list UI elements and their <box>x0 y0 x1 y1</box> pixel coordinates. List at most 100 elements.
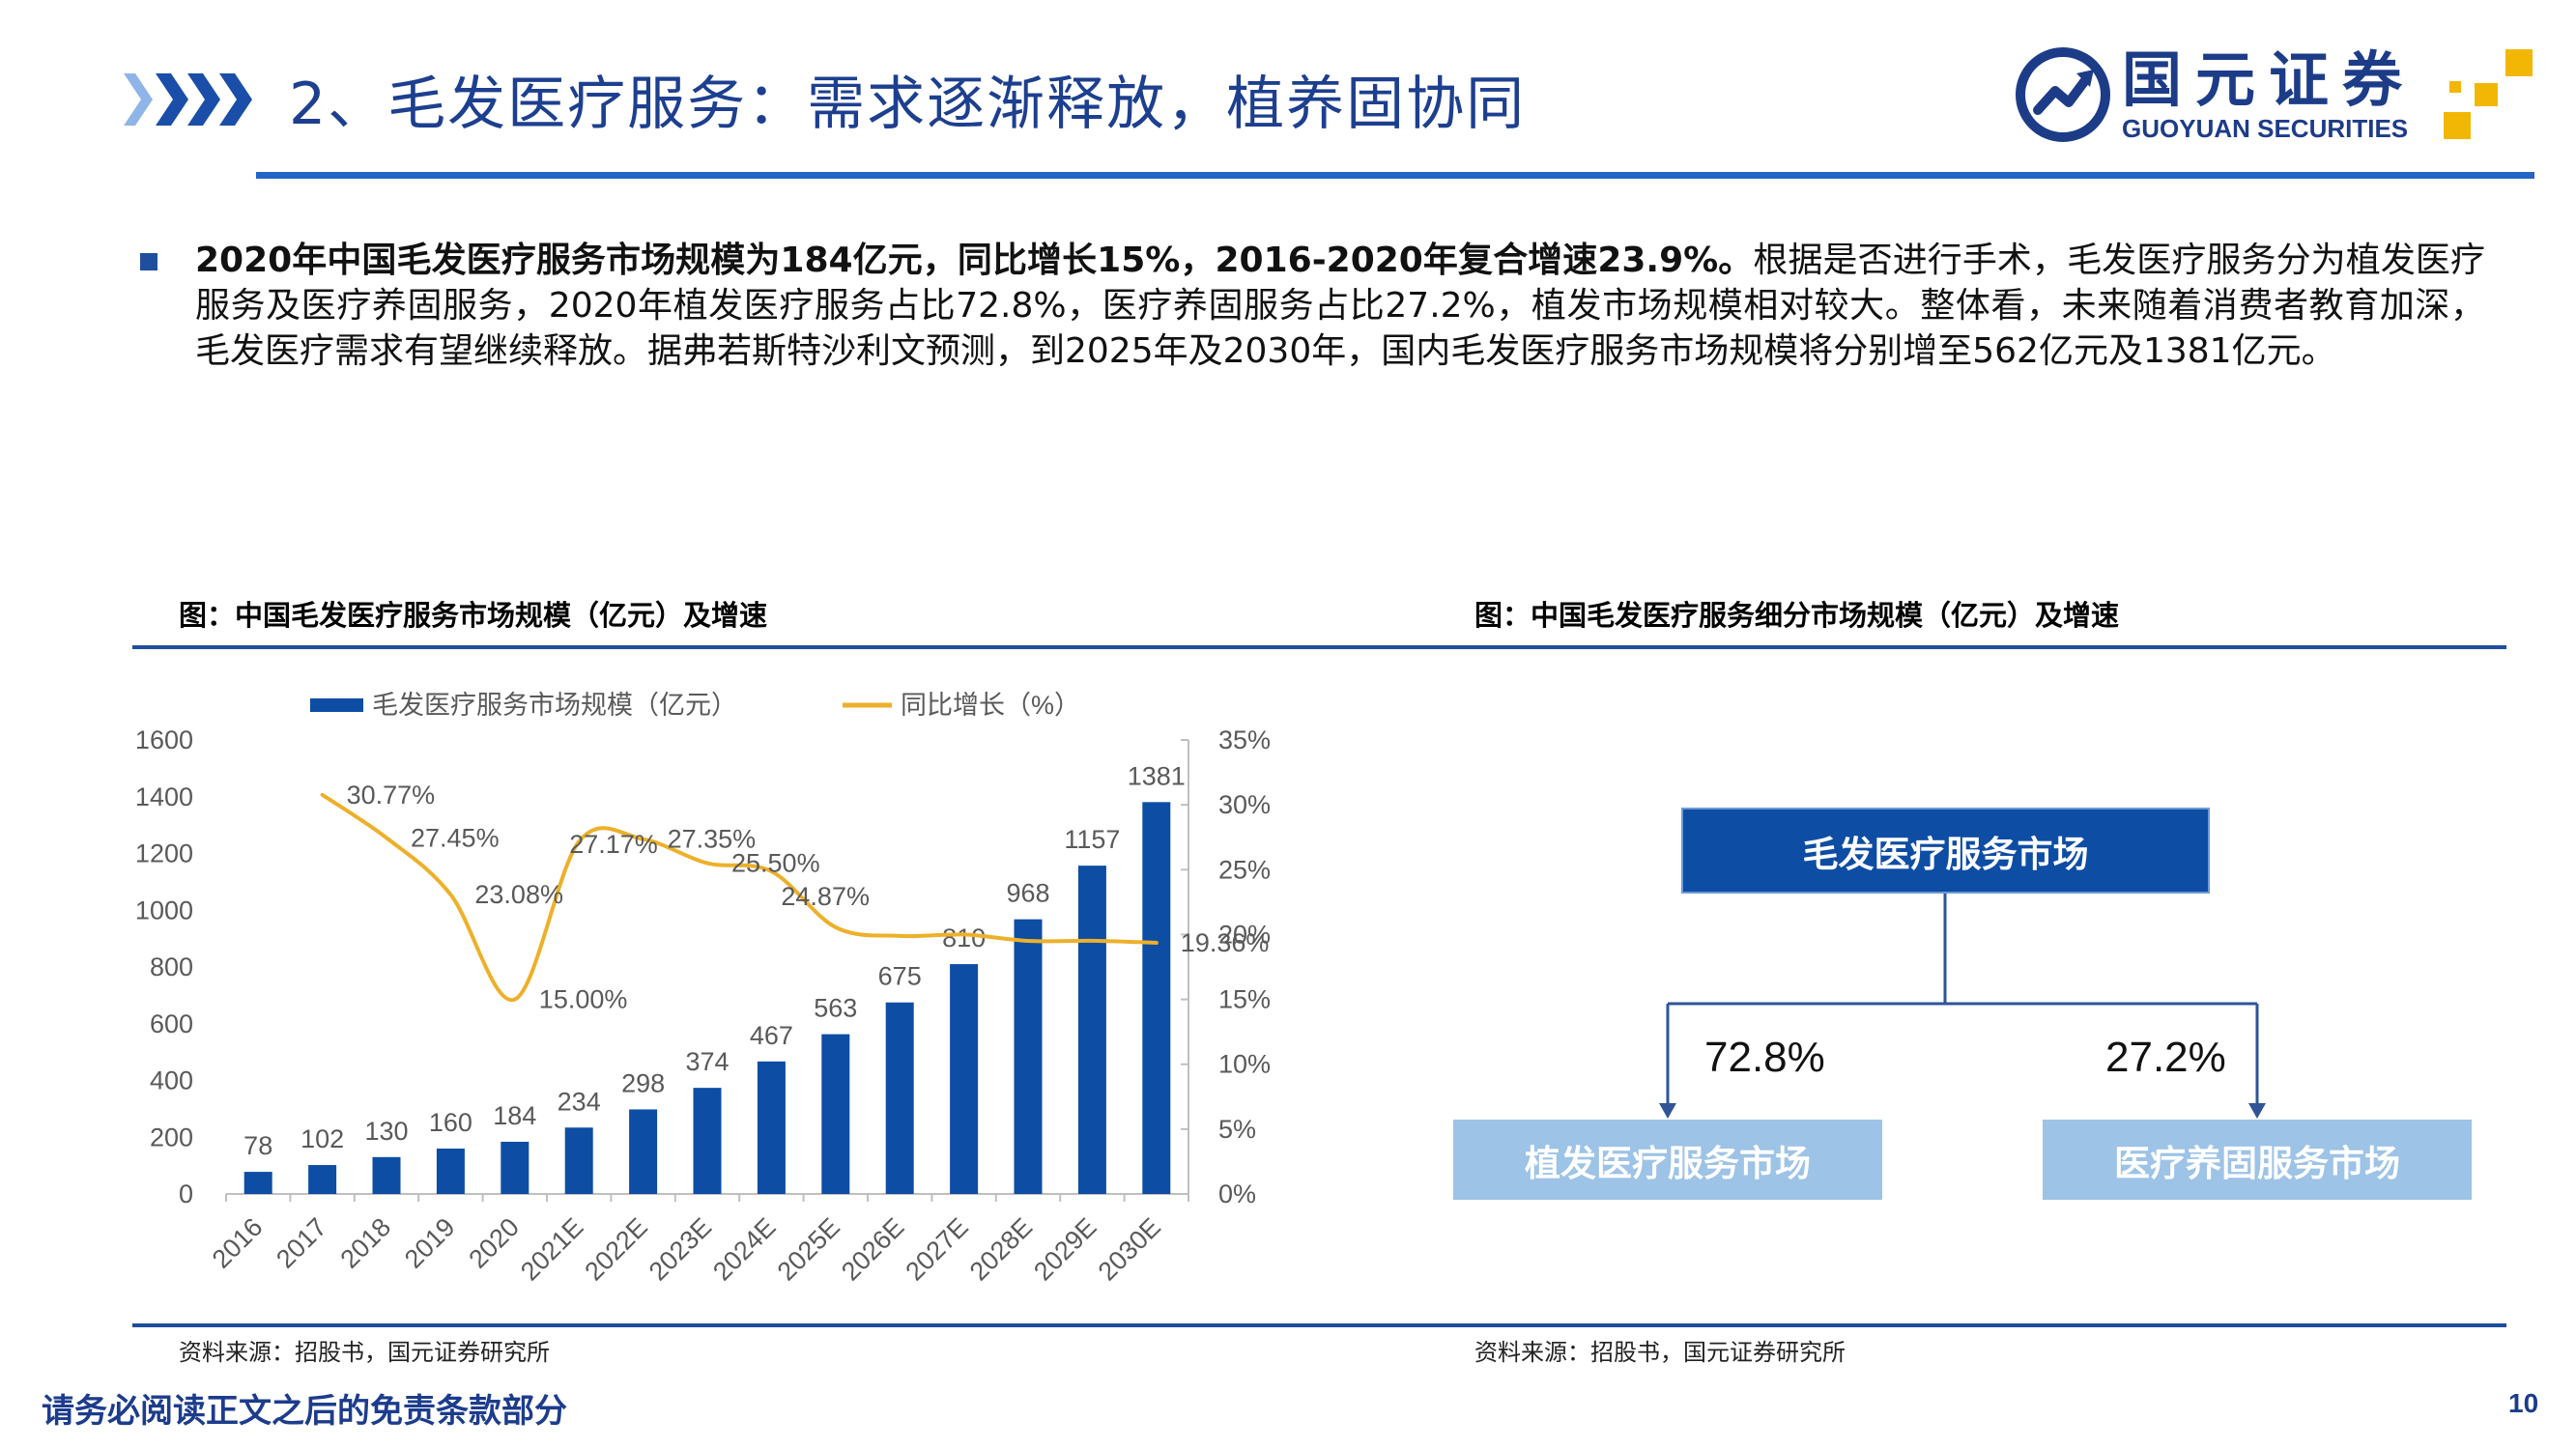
diagram-title: 图：中国毛发医疗服务细分市场规模（亿元）及增速 <box>1474 599 2120 632</box>
x-tick-label-2024E: 2024E <box>707 1212 781 1286</box>
bar-2025E <box>821 1034 850 1194</box>
summary-paragraph: 2020年中国毛发医疗服务市场规模为184亿元，同比增长15%，2016-202… <box>195 238 2485 374</box>
chevron-right-icon <box>124 73 252 126</box>
y-right-tick-label: 0% <box>1218 1179 1256 1208</box>
growth-label-2024E: 24.87% <box>781 882 870 911</box>
diagram-child-box-hair-care: 医疗养固服务市场 <box>2043 1120 2472 1200</box>
legend-bar-swatch <box>310 698 363 712</box>
footer-disclaimer: 请务必阅读正文之后的免责条款部分 <box>42 1392 567 1431</box>
y-left-tick-label: 0 <box>179 1179 193 1208</box>
bar-value-label-2029E: 1157 <box>1064 825 1120 854</box>
bar-2026E <box>885 1002 914 1194</box>
growth-label-2018: 27.45% <box>411 823 500 852</box>
growth-label-2020: 15.00% <box>539 985 628 1014</box>
bar-value-label-2026E: 675 <box>878 962 922 991</box>
bar-2030E <box>1142 802 1171 1194</box>
y-left-tick-label: 1400 <box>135 782 193 811</box>
bar-2024E <box>757 1061 786 1194</box>
header-divider <box>256 172 2534 179</box>
bar-2017 <box>308 1165 337 1194</box>
bar-value-label-2019: 160 <box>429 1108 472 1137</box>
legend-line-label: 同比增长（%） <box>901 691 1080 720</box>
x-tick-label-2022E: 2022E <box>579 1212 652 1286</box>
growth-label-2021E: 27.17% <box>569 830 658 859</box>
growth-rate-line <box>320 792 1159 1002</box>
x-tick-label-2029E: 2029E <box>1028 1212 1102 1286</box>
y-right-tick-label: 20% <box>1218 920 1271 949</box>
y-right-tick-label: 10% <box>1218 1050 1271 1079</box>
bar-value-label-2030E: 1381 <box>1128 761 1186 790</box>
bar-2028E <box>1014 919 1043 1194</box>
logo-arrow-head <box>2076 70 2094 87</box>
gold-square-2 <box>2475 83 2498 106</box>
y-left-tick-label: 400 <box>150 1066 193 1095</box>
bar-value-label-2025E: 563 <box>814 994 857 1023</box>
logo-arrow <box>2033 74 2091 115</box>
growth-label-2017: 30.77% <box>347 781 436 810</box>
figure-top-divider <box>132 645 2506 649</box>
y-left-tick-label: 1200 <box>135 839 193 868</box>
x-tick-label-2028E: 2028E <box>964 1212 1038 1286</box>
y-left-tick-label: 1600 <box>135 725 193 754</box>
bar-value-label-2028E: 968 <box>1006 879 1049 908</box>
y-left-tick-label: 600 <box>150 1009 193 1038</box>
x-tick-label-2026E: 2026E <box>836 1212 909 1286</box>
arrow-down-icon <box>1659 1103 1676 1119</box>
summary-highlight: 2020年中国毛发医疗服务市场规模为184亿元，同比增长15%，2016-202… <box>195 241 1754 280</box>
bar-2019 <box>436 1149 465 1194</box>
figure-bottom-divider <box>132 1323 2506 1327</box>
y-left-tick-label: 200 <box>150 1122 193 1151</box>
legend-bar-label: 毛发医疗服务市场规模（亿元） <box>372 691 737 720</box>
bar-value-label-2022E: 298 <box>621 1068 665 1097</box>
chevron-3 <box>187 73 220 126</box>
gold-square-3 <box>2444 112 2471 139</box>
bar-2023E <box>693 1088 722 1194</box>
chevron-2 <box>156 73 188 126</box>
growth-label-2022E: 27.35% <box>668 825 757 854</box>
page-number: 10 <box>2508 1388 2539 1418</box>
growth-label-2030E: 19.36% <box>1181 928 1270 957</box>
y-right-tick-label: 15% <box>1218 985 1271 1014</box>
bar-value-label-2018: 130 <box>364 1117 408 1146</box>
summary-body: 根据是否进行手术，毛发医疗服务分为植发医疗服务及医疗养固服务，2020年植发医疗… <box>195 241 2485 371</box>
logo-name-en: GUOYUAN SECURITIES <box>2122 114 2409 143</box>
share-label-hair-transplant: 72.8% <box>1704 1034 1825 1081</box>
guoyuan-logo-icon <box>2016 47 2110 142</box>
page-title: 2、毛发医疗服务：需求逐渐释放，植养固协同 <box>289 71 1527 138</box>
bar-value-label-2027E: 810 <box>942 923 986 952</box>
growth-label-2023E: 25.50% <box>731 849 820 878</box>
x-tick-label-2018: 2018 <box>335 1212 397 1274</box>
share-label-hair-care: 27.2% <box>2105 1034 2226 1081</box>
bar-value-label-2021E: 234 <box>558 1087 601 1116</box>
bar-value-label-2020: 184 <box>493 1101 536 1130</box>
y-left-tick-label: 800 <box>150 952 193 981</box>
gold-square-1 <box>2505 49 2533 76</box>
bar-value-label-2024E: 467 <box>750 1021 793 1050</box>
bar-2027E <box>950 964 979 1194</box>
y-right-tick-label: 35% <box>1218 725 1271 754</box>
x-tick-label-2017: 2017 <box>271 1212 332 1274</box>
bar-2029E <box>1077 866 1106 1194</box>
chevron-4 <box>219 73 252 126</box>
chart-title: 图：中国毛发医疗服务市场规模（亿元）及增速 <box>179 599 768 632</box>
chart-source: 资料来源：招股书，国元证券研究所 <box>179 1339 550 1366</box>
diagram-connectors <box>1659 894 2266 1119</box>
chevron-1 <box>124 73 153 126</box>
growth-label-2019: 23.08% <box>474 880 563 909</box>
bar-2020 <box>501 1141 530 1194</box>
bar-2021E <box>564 1127 593 1194</box>
logo-gold-squares-icon <box>2444 49 2533 139</box>
x-tick-label-2023E: 2023E <box>644 1212 717 1286</box>
bar-value-label-2017: 102 <box>301 1124 344 1153</box>
market-size-growth-chart: 毛发医疗服务市场规模（亿元） 同比增长（%） 0 200 400 600 800 1000 12… <box>135 691 1271 1286</box>
square-bullet-icon <box>140 253 157 270</box>
bar-value-label-2023E: 374 <box>685 1047 729 1076</box>
bar-2018 <box>372 1156 401 1194</box>
x-tick-label-2021E: 2021E <box>515 1212 588 1286</box>
gold-square-4 <box>2449 81 2461 93</box>
x-tick-label-2019: 2019 <box>399 1212 461 1274</box>
x-tick-label-2016: 2016 <box>207 1212 269 1274</box>
x-tick-label-2027E: 2027E <box>900 1212 973 1286</box>
arrow-down-icon <box>2248 1103 2266 1119</box>
diagram-source: 资料来源：招股书，国元证券研究所 <box>1474 1339 1846 1366</box>
